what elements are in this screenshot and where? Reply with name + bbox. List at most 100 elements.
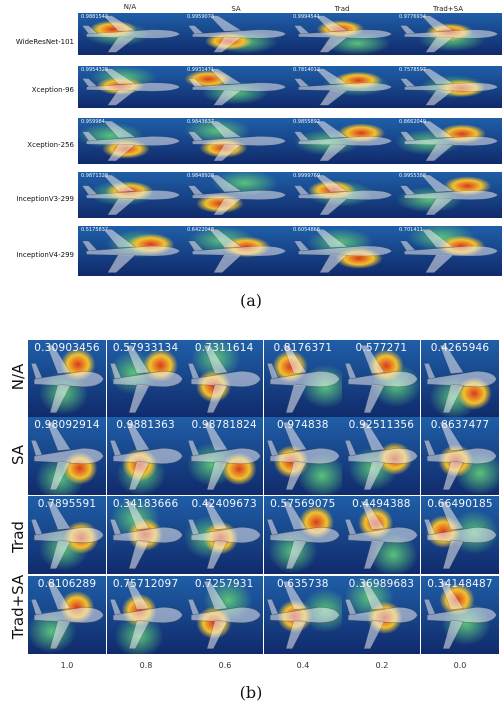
heatmap-tile: 0.34148487	[421, 576, 499, 654]
confidence-value: 0.98092914	[34, 419, 100, 431]
airplane-image	[30, 421, 104, 491]
confidence-value: 0.9881363	[116, 419, 175, 431]
heatmap-tile: 0.4265946	[421, 340, 499, 418]
confidence-value: 0.8662049	[399, 119, 427, 125]
panel-a-row-label: Xception-256	[27, 141, 74, 149]
heatmap-tile: 0.9954328	[78, 66, 184, 108]
confidence-value: 0.66490185	[427, 498, 493, 510]
airplane-image	[30, 500, 104, 570]
airplane-image	[187, 580, 261, 650]
airplane-image	[187, 344, 261, 414]
heatmap-tile: 0.7311614	[185, 340, 264, 418]
heatmap-tile: 0.8637477	[421, 417, 499, 495]
heatmap-tile: 0.974838	[263, 417, 342, 495]
heatmap-tile: 0.9855892	[290, 118, 396, 164]
confidence-value: 0.577271	[355, 342, 408, 354]
airplane-image	[109, 421, 183, 491]
confidence-value: 0.57569075	[270, 498, 336, 510]
heatmap-tile: 0.7814012	[290, 66, 396, 108]
confidence-value: 0.92511356	[348, 419, 415, 431]
panel-b-x-tick: 0.0	[453, 661, 467, 670]
panel-a-caption: (a)	[239, 291, 263, 310]
heatmap-tile: 0.9881543	[78, 13, 184, 55]
airplane-image	[187, 120, 287, 162]
confidence-value: 0.6422048	[187, 227, 215, 233]
confidence-value: 0.30903456	[34, 342, 100, 354]
airplane-image	[399, 68, 499, 106]
confidence-value: 0.4265946	[430, 342, 490, 354]
heatmap-tile: 0.635738	[263, 576, 342, 654]
panel-a-col-header-sa: SA	[231, 5, 241, 13]
heatmap-tile: 0.92511356	[342, 417, 421, 495]
panel-a-col-header-trad: Trad	[334, 5, 350, 13]
heatmap-tile: 0.9955388	[396, 172, 502, 218]
airplane-image	[345, 500, 419, 570]
heatmap-tile: 0.6422048	[184, 226, 290, 276]
panel-b-caption: (b)	[239, 683, 263, 702]
heatmap-tile: 0.9843637	[184, 118, 290, 164]
airplane-image	[30, 344, 104, 414]
confidence-value: 0.9931471	[187, 67, 215, 73]
airplane-image	[109, 344, 183, 414]
airplane-image	[423, 421, 497, 491]
confidence-value: 0.8176371	[273, 342, 333, 354]
airplane-image	[187, 500, 261, 570]
airplane-image	[187, 421, 261, 491]
airplane-image	[81, 68, 181, 106]
confidence-value: 0.6054866	[293, 227, 321, 233]
airplane-image	[81, 120, 181, 162]
heatmap-tile: 0.9848928	[184, 172, 290, 218]
airplane-image	[293, 120, 393, 162]
airplane-image	[399, 229, 499, 273]
airplane-image	[81, 15, 181, 53]
airplane-image	[187, 229, 287, 273]
heatmap-tile: 0.9994541	[290, 13, 396, 55]
panel-a-col-header-na: N/A	[123, 3, 137, 11]
confidence-value: 0.9848928	[187, 173, 215, 179]
panel-b-row-label: Trad+SA	[9, 574, 27, 640]
airplane-image	[81, 229, 181, 273]
heatmap-tile: 0.30903456	[28, 340, 106, 418]
confidence-value: 0.701411	[399, 227, 423, 233]
airplane-image	[81, 174, 181, 216]
confidence-value: 0.42409673	[191, 498, 257, 510]
confidence-value: 0.9959073	[187, 14, 215, 20]
airplane-image	[293, 229, 393, 273]
heatmap-tile: 0.8662049	[396, 118, 502, 164]
confidence-value: 0.36989683	[348, 578, 415, 590]
airplane-image	[266, 500, 340, 570]
airplane-image	[345, 580, 419, 650]
confidence-value: 0.974838	[276, 419, 329, 431]
heatmap-tile: 0.4494388	[342, 496, 421, 574]
heatmap-tile: 0.36989683	[342, 576, 421, 654]
heatmap-tile: 0.5175837	[78, 226, 184, 276]
airplane-image	[399, 120, 499, 162]
panel-b-x-tick: 0.6	[218, 661, 232, 670]
heatmap-tile: 0.9959073	[184, 13, 290, 55]
panel-b-row-label: N/A	[9, 363, 27, 391]
heatmap-tile: 0.42409673	[185, 496, 264, 574]
confidence-value: 0.9843637	[187, 119, 215, 125]
confidence-value: 0.8106289	[37, 578, 97, 590]
heatmap-tile: 0.6054866	[290, 226, 396, 276]
confidence-value: 0.34148487	[427, 578, 493, 590]
heatmap-tile: 0.34183666	[106, 496, 185, 574]
confidence-value: 0.8637477	[430, 419, 490, 431]
airplane-image	[293, 68, 393, 106]
heatmap-tile: 0.959984	[78, 118, 184, 164]
heatmap-tile: 0.7895591	[28, 496, 106, 574]
heatmap-tile: 0.57569075	[263, 496, 342, 574]
panel-a-row-label: WideResNet-101	[15, 38, 74, 46]
heatmap-tile: 0.9776934	[396, 13, 502, 55]
airplane-image	[399, 174, 499, 216]
confidence-value: 0.7311614	[194, 342, 254, 354]
airplane-image	[423, 344, 497, 414]
airplane-image	[399, 15, 499, 53]
confidence-value: 0.75712097	[112, 578, 179, 590]
heatmap-tile: 0.9871328	[78, 172, 184, 218]
heatmap-tile: 0.57933134	[106, 340, 185, 418]
panel-a-col-header-trad-sa: Trad+SA	[432, 5, 464, 13]
heatmap-tile: 0.7578597	[396, 66, 502, 108]
confidence-value: 0.9871328	[81, 173, 109, 179]
confidence-value: 0.5175837	[81, 227, 109, 233]
